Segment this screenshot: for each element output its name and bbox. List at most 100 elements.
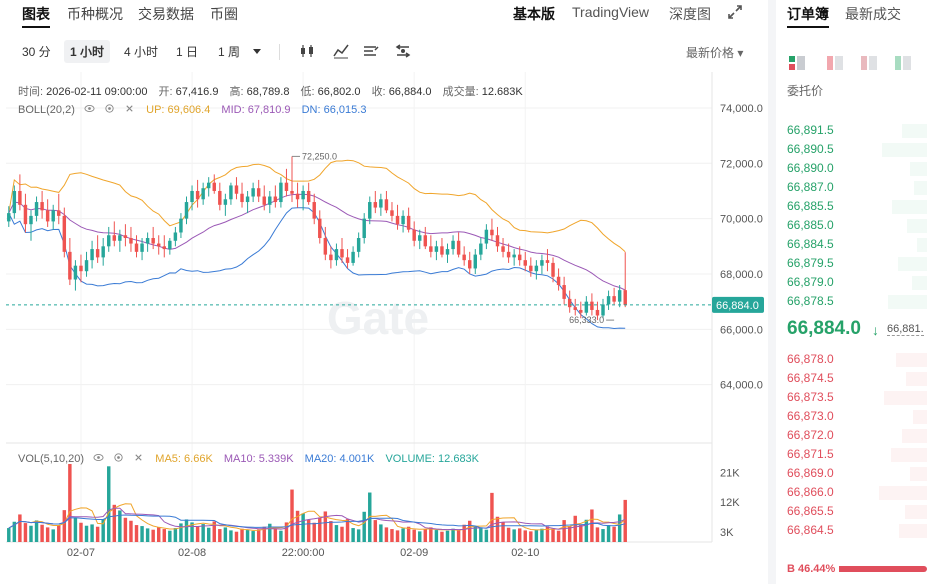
bid-price[interactable]: 66,864.5: [787, 523, 834, 537]
interval-1w[interactable]: 1 周: [218, 45, 241, 59]
interval-1d[interactable]: 1 日: [176, 45, 199, 59]
expand-icon[interactable]: [726, 3, 744, 21]
volume-bar: [401, 528, 405, 542]
volume-bar: [68, 463, 72, 542]
draw-lines-icon[interactable]: [362, 43, 380, 59]
volume-bar: [229, 530, 233, 542]
bid-price[interactable]: 66,866.0: [787, 485, 834, 499]
candlestick-icon[interactable]: [298, 43, 316, 59]
candle-body: [312, 202, 316, 219]
candle-body: [334, 249, 339, 261]
price-type-select[interactable]: 最新价格 ▾: [686, 46, 744, 60]
compare-icon[interactable]: [394, 43, 412, 59]
bid-price[interactable]: 66,873.0: [787, 409, 834, 423]
indicator-icon[interactable]: [332, 43, 350, 59]
candle-body: [495, 235, 500, 247]
tab-latest-trades[interactable]: 最新成交: [845, 6, 901, 22]
volume-bar: [29, 525, 33, 542]
orderbook-sells-icon[interactable]: [860, 54, 878, 72]
bid-price[interactable]: 66,869.0: [787, 466, 834, 480]
candle-body: [401, 215, 405, 225]
bid-price[interactable]: 66,871.5: [787, 447, 834, 461]
bid-price[interactable]: 66,872.0: [787, 428, 834, 442]
ask-price[interactable]: 66,885.0: [787, 218, 834, 232]
mark-price[interactable]: 66,881.: [887, 323, 924, 336]
candle-body: [34, 202, 39, 216]
open-value: 67,416.9: [175, 86, 219, 98]
ma5-value: 6.66K: [184, 453, 213, 465]
orderbook-bids-icon[interactable]: [826, 54, 844, 72]
interval-4h[interactable]: 4 小时: [124, 45, 159, 59]
eye-icon[interactable]: [93, 452, 104, 463]
bid-price[interactable]: 66,865.5: [787, 504, 834, 518]
tab-coin-overview[interactable]: 币种概况: [67, 6, 123, 22]
candle-body: [7, 213, 11, 222]
close-icon[interactable]: [124, 103, 135, 114]
orderbook-asks-icon[interactable]: [894, 54, 912, 72]
caret-down-icon[interactable]: [251, 45, 263, 57]
low-key: 低:: [300, 86, 315, 98]
ask-price[interactable]: 66,885.5: [787, 199, 834, 213]
volume-bar: [579, 524, 583, 542]
bid-price[interactable]: 66,878.0: [787, 352, 834, 366]
ask-price[interactable]: 66,890.0: [787, 161, 834, 175]
candle-body: [356, 238, 361, 252]
candle-body: [523, 260, 527, 266]
candle-body: [68, 251, 72, 280]
view-tradingview[interactable]: TradingView: [572, 4, 650, 20]
candle-body: [501, 246, 505, 252]
volume-bar: [34, 520, 39, 542]
volume-bar: [567, 526, 572, 542]
volume-bar: [273, 528, 278, 542]
candle-body: [368, 202, 372, 219]
tab-crypto-circle[interactable]: 币圈: [210, 6, 238, 22]
bid-price[interactable]: 66,873.5: [787, 390, 834, 404]
bid-depth-bar: [896, 353, 927, 367]
volume-bar: [601, 529, 605, 542]
candle-body: [468, 260, 472, 269]
bid-price[interactable]: 66,874.5: [787, 371, 834, 385]
volume-bar: [501, 522, 505, 542]
ask-price[interactable]: 66,887.0: [787, 180, 834, 194]
volume-bar: [606, 525, 611, 542]
volume-bar: [456, 530, 461, 542]
tab-chart[interactable]: 图表: [22, 6, 50, 22]
panel-divider: [768, 0, 776, 584]
settings-icon[interactable]: [104, 103, 115, 114]
eye-icon[interactable]: [84, 103, 95, 114]
tab-orderbook[interactable]: 订单簿: [787, 6, 829, 22]
volume-bar: [451, 528, 455, 542]
close-icon[interactable]: [133, 452, 144, 463]
volume-bar: [306, 519, 311, 542]
volume-bar: [423, 529, 428, 542]
candle-body: [517, 254, 522, 261]
volume-bar: [240, 528, 244, 542]
volume-bar: [373, 520, 378, 542]
interval-toolbar: 30 分 1 小时 4 小时 1 日 1 周 最新价格 ▾: [0, 38, 768, 66]
close-key: 收:: [371, 86, 386, 98]
volume-bar: [506, 527, 511, 542]
ask-depth-bar: [902, 124, 927, 138]
volume-bar: [323, 511, 328, 542]
candle-body: [18, 190, 22, 205]
ask-price[interactable]: 66,878.5: [787, 294, 834, 308]
ask-price[interactable]: 66,891.5: [787, 123, 834, 137]
candlestick-chart[interactable]: 74,000.0 72,000.0 70,000.0 68,000.0 66,000.0…: [0, 72, 768, 584]
interval-1h[interactable]: 1 小时: [64, 40, 111, 63]
high-value: 68,789.8: [246, 86, 290, 98]
ask-price[interactable]: 66,879.0: [787, 275, 834, 289]
ask-price[interactable]: 66,890.5: [787, 142, 834, 156]
ask-price[interactable]: 66,884.5: [787, 237, 834, 251]
view-depth-chart[interactable]: 深度图: [669, 6, 711, 22]
view-basic[interactable]: 基本版: [513, 6, 555, 22]
volume-bar: [351, 528, 355, 542]
boll-mid-key: MID:: [221, 104, 245, 116]
volume-bar: [562, 520, 566, 542]
settings-icon[interactable]: [113, 452, 124, 463]
candle-body: [340, 249, 344, 258]
interval-30m[interactable]: 30 分: [22, 45, 51, 59]
tab-trading-data[interactable]: 交易数据: [138, 6, 194, 22]
orderbook-both-icon[interactable]: [788, 54, 806, 72]
ask-price[interactable]: 66,879.5: [787, 256, 834, 270]
